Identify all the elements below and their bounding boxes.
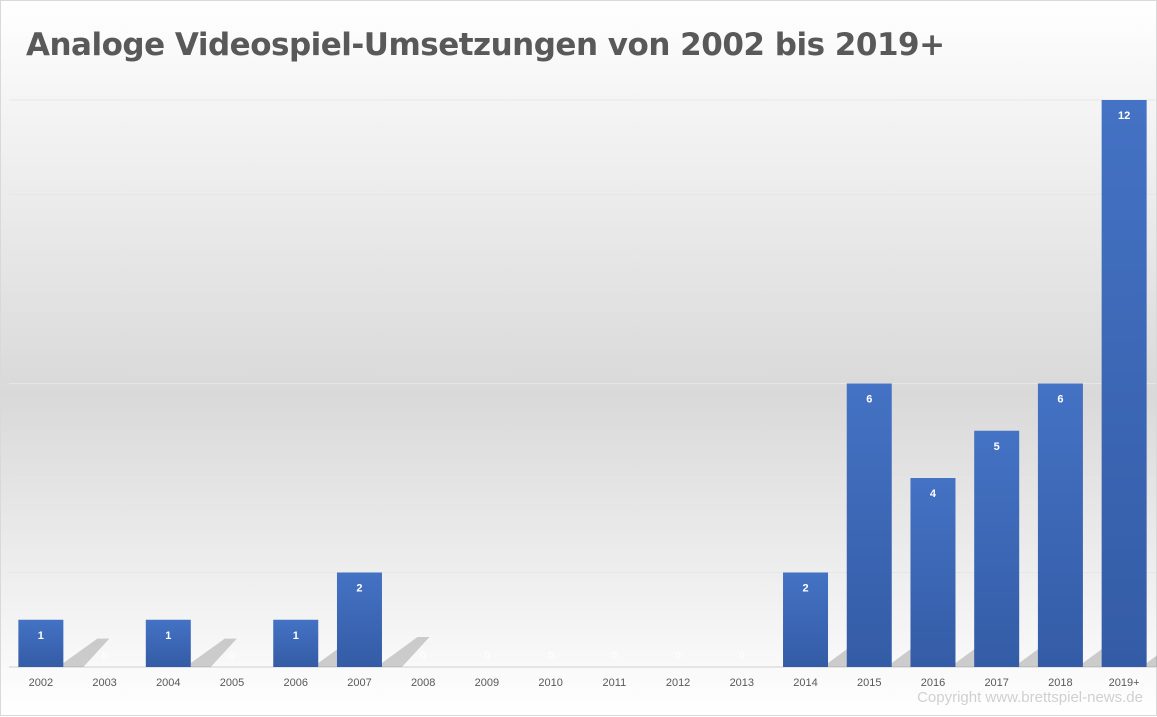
x-tick-label: 2017 bbox=[984, 677, 1008, 689]
x-tick-label: 2003 bbox=[92, 677, 116, 689]
x-tick-label: 2008 bbox=[411, 677, 435, 689]
x-tick-label: 2010 bbox=[538, 677, 562, 689]
data-label: 1 bbox=[293, 630, 299, 642]
x-tick-label: 2018 bbox=[1048, 677, 1072, 689]
bar bbox=[1101, 100, 1147, 667]
data-label: 0 bbox=[102, 650, 108, 662]
data-label: 6 bbox=[1057, 394, 1063, 406]
x-tick-label: 2007 bbox=[347, 677, 371, 689]
data-label: 1 bbox=[38, 630, 44, 642]
x-tick-label: 2005 bbox=[220, 677, 244, 689]
bar bbox=[1037, 383, 1083, 667]
data-label: 1 bbox=[165, 630, 171, 642]
bar bbox=[846, 383, 892, 667]
bar-shadow bbox=[63, 638, 110, 667]
copyright-watermark: Copyright www.brettspiel-news.de bbox=[917, 689, 1143, 706]
bar-shadow bbox=[1146, 655, 1157, 667]
x-tick-label: 2009 bbox=[475, 677, 499, 689]
data-label: 0 bbox=[611, 650, 617, 662]
x-tick-label: 2013 bbox=[730, 677, 754, 689]
bar-shadow bbox=[381, 637, 430, 667]
bar bbox=[145, 619, 191, 667]
data-label: 0 bbox=[420, 650, 426, 662]
x-tick-label: 2019+ bbox=[1109, 677, 1140, 689]
data-label: 0 bbox=[739, 650, 745, 662]
x-tick-label: 2012 bbox=[666, 677, 690, 689]
x-tick-label: 2015 bbox=[857, 677, 881, 689]
x-tick-label: 2014 bbox=[793, 677, 817, 689]
x-tick-label: 2002 bbox=[29, 677, 53, 689]
bar bbox=[974, 430, 1020, 667]
bar bbox=[273, 619, 319, 667]
x-tick-label: 2016 bbox=[921, 677, 945, 689]
x-tick-label: 2011 bbox=[603, 677, 627, 689]
data-label: 0 bbox=[548, 650, 554, 662]
bar-shadow bbox=[190, 638, 237, 667]
bar bbox=[18, 619, 64, 667]
data-label: 0 bbox=[229, 650, 235, 662]
bar bbox=[910, 478, 956, 667]
data-label: 0 bbox=[484, 650, 490, 662]
x-tick-label: 2004 bbox=[156, 677, 180, 689]
bar bbox=[336, 572, 382, 667]
data-label: 0 bbox=[675, 650, 681, 662]
data-label: 4 bbox=[930, 488, 937, 500]
x-tick-label: 2006 bbox=[284, 677, 308, 689]
data-label: 5 bbox=[994, 441, 1000, 453]
data-label: 2 bbox=[356, 583, 362, 595]
bar bbox=[783, 572, 829, 667]
data-label: 6 bbox=[866, 394, 872, 406]
data-label: 2 bbox=[802, 583, 808, 595]
chart-title: Analoge Videospiel-Umsetzungen von 2002 … bbox=[26, 27, 945, 63]
data-label: 12 bbox=[1118, 110, 1130, 122]
